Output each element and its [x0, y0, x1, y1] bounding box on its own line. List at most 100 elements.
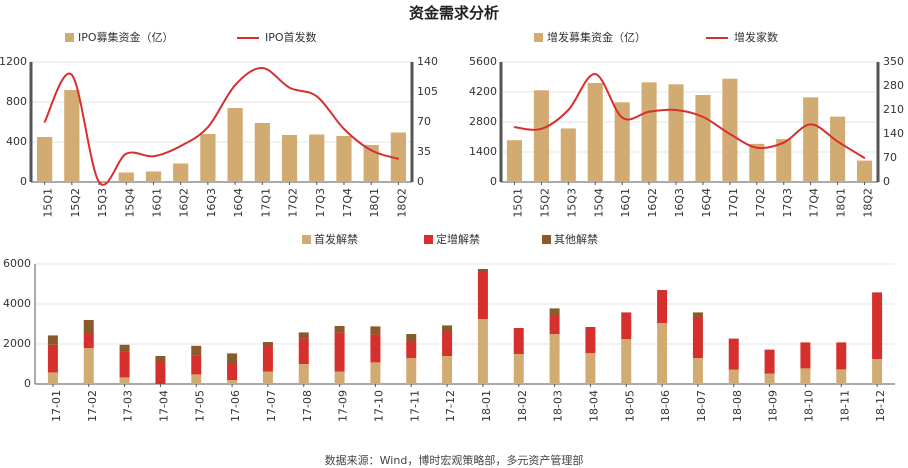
line-point [540, 128, 543, 130]
bar [36, 137, 53, 182]
line-point [702, 116, 704, 118]
legend-label: 其他解禁 [554, 232, 598, 246]
x-tick-label: 18Q1 [368, 188, 381, 218]
stacked-bar-segment [334, 371, 345, 384]
y-tick-label: 0 [24, 377, 31, 390]
line-point [594, 73, 597, 75]
x-tick-label: 17Q1 [259, 188, 272, 218]
line-point [179, 145, 182, 147]
bar [173, 163, 189, 182]
x-tick-label: 18-11 [838, 390, 851, 422]
stacked-bar-segment [621, 339, 632, 384]
y-tick-label: 4000 [3, 297, 31, 310]
y-tick-label: 1200 [0, 55, 27, 68]
stacked-bar-segment [549, 308, 560, 316]
line-point [43, 121, 46, 123]
line-point [675, 109, 677, 111]
x-tick-label: 15Q3 [96, 188, 109, 218]
x-tick-label: 17Q4 [341, 188, 354, 218]
x-tick-label: 17Q4 [808, 188, 821, 218]
legend-label: 增发家数 [734, 30, 778, 44]
stacked-bar-segment [155, 362, 166, 384]
bar [281, 135, 298, 182]
y2-tick-label: 140 [883, 127, 904, 140]
stacked-bar-segment [83, 348, 94, 384]
series-line [514, 73, 866, 159]
x-tick-label: 17-08 [301, 390, 314, 422]
line-point [809, 123, 812, 126]
line-point [782, 141, 785, 144]
bar [641, 82, 657, 182]
x-tick-label: 18-09 [767, 390, 780, 422]
x-tick-label: 16Q2 [646, 188, 659, 218]
stacked-bar-segment [621, 312, 632, 339]
stacked-bar-segment [477, 319, 488, 384]
legend-label: IPO募集资金（亿） [78, 30, 174, 44]
x-tick-label: 18-08 [731, 390, 744, 422]
x-tick-label: 15Q2 [538, 188, 551, 218]
x-tick-label: 17-11 [408, 390, 421, 422]
bar [363, 145, 379, 182]
legend-swatch [424, 235, 433, 244]
line-point [836, 140, 839, 143]
bar [200, 134, 216, 182]
bar [254, 123, 270, 182]
stacked-bar-segment [836, 369, 847, 384]
bar [145, 171, 162, 182]
line-point [98, 181, 100, 183]
y-tick-label: 400 [6, 135, 27, 148]
bar [695, 95, 711, 182]
stacked-bar-segment [119, 344, 130, 352]
legend-label: IPO首发数 [265, 30, 317, 44]
line-point [567, 109, 570, 111]
x-tick-label: 16Q3 [205, 188, 218, 218]
stacked-bar-segment [191, 355, 202, 375]
stacked-bar-segment [334, 332, 345, 372]
line-point [315, 95, 318, 98]
x-tick-label: 15Q1 [42, 188, 55, 218]
stacked-bar-segment [119, 351, 130, 378]
stacked-bar-segment [47, 372, 58, 384]
legend-label: 定增解禁 [436, 232, 480, 246]
y-tick-label: 4200 [469, 85, 497, 98]
stacked-bar-segment [872, 359, 883, 384]
stacked-bar-segment [585, 327, 596, 353]
stacked-bar-segment [692, 358, 703, 384]
stacked-bar-segment [83, 334, 94, 348]
line-point [125, 152, 128, 155]
line-point [71, 74, 73, 76]
stacked-bar-segment [657, 323, 668, 384]
stacked-bar-segment [764, 373, 775, 384]
stacked-bar-segment [370, 362, 381, 384]
y-tick-label: 0 [20, 175, 27, 188]
line-point [288, 86, 291, 89]
stacked-bar-segment [657, 290, 668, 323]
x-tick-label: 17-06 [229, 390, 242, 422]
stacked-bar-segment [764, 349, 775, 374]
line-point [207, 126, 209, 128]
x-tick-label: 17Q3 [781, 188, 794, 218]
bar [668, 84, 684, 182]
y2-tick-label: 280 [883, 79, 904, 92]
legend-swatch-bar [65, 33, 74, 42]
stacked-bar-segment [872, 292, 883, 359]
bar [533, 90, 549, 182]
stacked-bar-segment [370, 326, 381, 335]
bar [803, 97, 819, 182]
y2-tick-label: 210 [883, 103, 904, 116]
line-point [261, 67, 264, 69]
y-tick-label: 6000 [3, 257, 31, 270]
x-tick-label: 18-05 [623, 390, 636, 422]
stacked-bar-segment [262, 346, 273, 372]
x-tick-label: 18-12 [874, 390, 887, 422]
stacked-bar-segment [549, 316, 560, 334]
y2-tick-label: 0 [417, 175, 424, 188]
bar [830, 116, 846, 182]
x-tick-label: 18-06 [659, 390, 672, 422]
stacked-bar-segment [191, 374, 202, 384]
x-tick-label: 18-02 [516, 390, 529, 422]
x-tick-label: 17Q2 [287, 188, 300, 218]
y2-tick-label: 350 [883, 55, 904, 68]
y-tick-label: 2000 [3, 337, 31, 350]
